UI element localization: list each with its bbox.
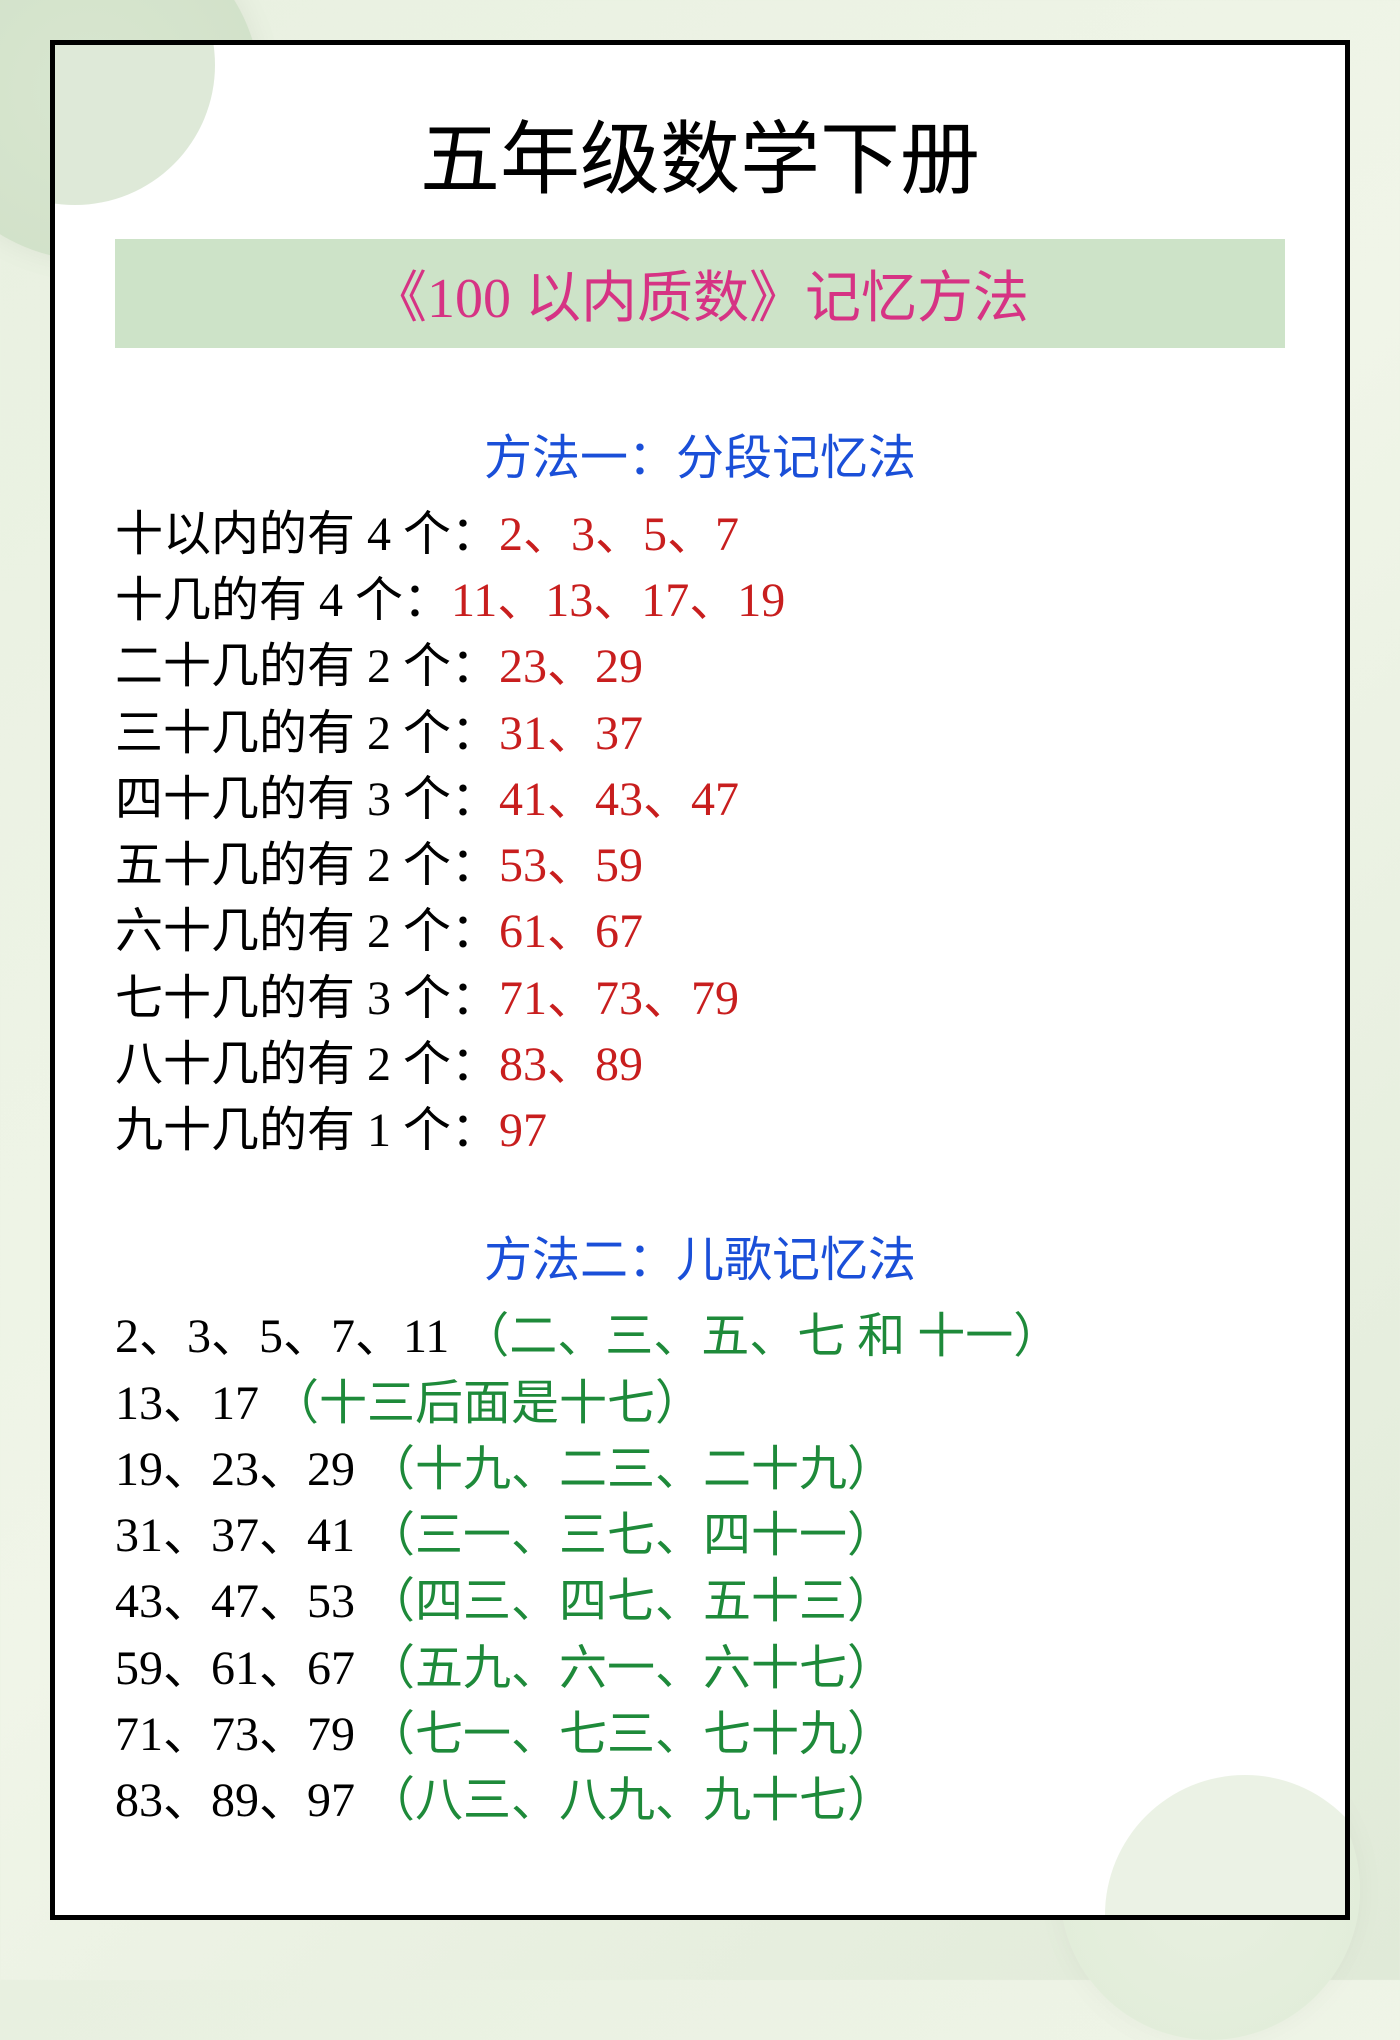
method1-heading: 方法一：分段记忆法 [115,418,1285,488]
row-numbers: 41、43、47 [499,773,739,826]
list-item: 13、17 （十三后面是十七） [115,1371,1285,1437]
row-numbers: 71、73、79 [115,1708,367,1761]
row-numbers: 2、3、5、7 [499,508,739,561]
row-numbers: 23、29 [499,640,643,693]
list-item: 43、47、53 （四三、四七、五十三） [115,1569,1285,1635]
list-item: 六十几的有 2 个：61、67 [115,899,1285,965]
row-rhyme: （七一、七三、七十九） [367,1708,895,1761]
row-numbers: 83、89 [499,1038,643,1091]
row-numbers: 31、37、41 [115,1509,367,1562]
row-rhyme: （四三、四七、五十三） [367,1575,895,1628]
list-item: 59、61、67 （五九、六一、六十七） [115,1636,1285,1702]
row-numbers: 59、61、67 [115,1642,367,1695]
subtitle-bar: 《100 以内质数》记忆方法 [115,239,1285,348]
row-label: 三十几的有 2 个： [115,707,499,760]
list-item: 十以内的有 4 个：2、3、5、7 [115,502,1285,568]
list-item: 九十几的有 1 个：97 [115,1098,1285,1164]
list-item: 七十几的有 3 个：71、73、79 [115,966,1285,1032]
list-item: 19、23、29 （十九、二三、二十九） [115,1437,1285,1503]
list-item: 三十几的有 2 个：31、37 [115,701,1285,767]
list-item: 四十几的有 3 个：41、43、47 [115,767,1285,833]
row-label: 五十几的有 2 个： [115,839,499,892]
row-numbers: 43、47、53 [115,1575,367,1628]
row-numbers: 71、73、79 [499,972,739,1025]
row-numbers: 13、17 [115,1377,271,1430]
row-label: 十以内的有 4 个： [115,508,499,561]
list-item: 十几的有 4 个：11、13、17、19 [115,568,1285,634]
row-numbers: 11、13、17、19 [451,574,785,627]
method2-heading: 方法二：儿歌记忆法 [115,1220,1285,1290]
list-item: 2、3、5、7、11 （二、三、五、七 和 十一） [115,1304,1285,1370]
row-numbers: 2、3、5、7、11 [115,1310,461,1363]
row-rhyme: （五九、六一、六十七） [367,1642,895,1695]
row-rhyme: （八三、八九、九十七） [367,1774,895,1827]
row-numbers: 61、67 [499,905,643,958]
page-title: 五年级数学下册 [115,95,1285,211]
row-label: 二十几的有 2 个： [115,640,499,693]
row-rhyme: （二、三、五、七 和 十一） [461,1310,1061,1363]
list-item: 五十几的有 2 个：53、59 [115,833,1285,899]
row-label: 九十几的有 1 个： [115,1104,499,1157]
method1-list: 十以内的有 4 个：2、3、5、7 十几的有 4 个：11、13、17、19 二… [115,502,1285,1164]
row-numbers: 83、89、97 [115,1774,367,1827]
row-label: 十几的有 4 个： [115,574,451,627]
subtitle-suffix: 记忆方法 [805,268,1029,330]
row-label: 四十几的有 3 个： [115,773,499,826]
row-rhyme: （三一、三七、四十一） [367,1509,895,1562]
row-rhyme: （十三后面是十七） [271,1377,703,1430]
row-numbers: 19、23、29 [115,1443,367,1496]
list-item: 83、89、97 （八三、八九、九十七） [115,1768,1285,1834]
row-label: 七十几的有 3 个： [115,972,499,1025]
list-item: 31、37、41 （三一、三七、四十一） [115,1503,1285,1569]
row-numbers: 97 [499,1104,547,1157]
list-item: 71、73、79 （七一、七三、七十九） [115,1702,1285,1768]
list-item: 二十几的有 2 个：23、29 [115,634,1285,700]
row-label: 六十几的有 2 个： [115,905,499,958]
page-card: 五年级数学下册 《100 以内质数》记忆方法 方法一：分段记忆法 十以内的有 4… [50,40,1350,1920]
row-label: 八十几的有 2 个： [115,1038,499,1091]
row-numbers: 31、37 [499,707,643,760]
list-item: 八十几的有 2 个：83、89 [115,1032,1285,1098]
row-rhyme: （十九、二三、二十九） [367,1443,895,1496]
row-numbers: 53、59 [499,839,643,892]
method2-list: 2、3、5、7、11 （二、三、五、七 和 十一） 13、17 （十三后面是十七… [115,1304,1285,1834]
subtitle-prefix: 《100 以内质数》 [371,268,805,330]
